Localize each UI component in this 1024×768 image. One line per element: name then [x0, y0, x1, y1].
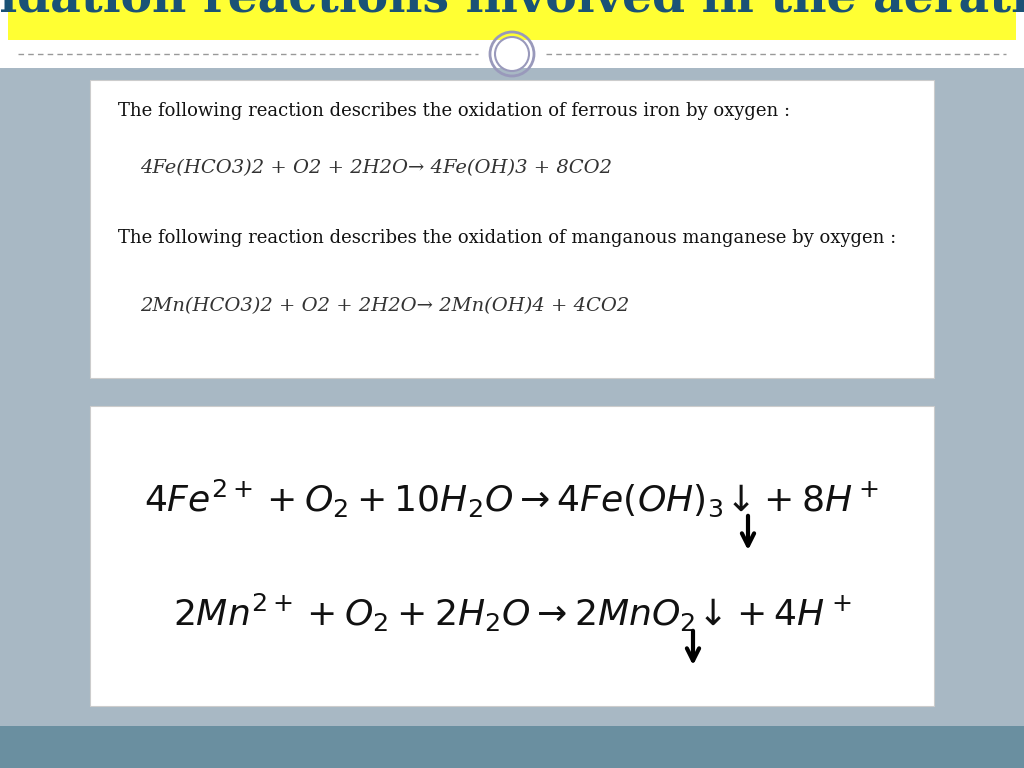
Text: Oxidation reactions involved in the aeration: Oxidation reactions involved in the aera… — [0, 0, 1024, 21]
Text: $2Mn^{2+}+O_2+2H_2O\rightarrow 2MnO_2\!\downarrow\!+4H^+$: $2Mn^{2+}+O_2+2H_2O\rightarrow 2MnO_2\!\… — [173, 592, 851, 634]
Bar — [0, 0, 1024, 48]
Bar — [0, 40, 1024, 68]
Bar — [0, 726, 1024, 768]
Text: The following reaction describes the oxidation of ferrous iron by oxygen :: The following reaction describes the oxi… — [118, 102, 791, 120]
Bar — [90, 406, 934, 706]
Text: 4Fe(HCO3)2 + O2 + 2H2O→ 4Fe(OH)3 + 8CO2: 4Fe(HCO3)2 + O2 + 2H2O→ 4Fe(OH)3 + 8CO2 — [140, 159, 612, 177]
Text: 2Mn(HCO3)2 + O2 + 2H2O→ 2Mn(OH)4 + 4CO2: 2Mn(HCO3)2 + O2 + 2H2O→ 2Mn(OH)4 + 4CO2 — [140, 297, 630, 315]
Text: $4Fe^{2+}+O_2+10H_2O\rightarrow 4Fe(OH)_3\!\downarrow\!+8H^+$: $4Fe^{2+}+O_2+10H_2O\rightarrow 4Fe(OH)_… — [144, 477, 880, 518]
Bar — [8, 0, 1016, 40]
Bar — [90, 80, 934, 378]
Text: The following reaction describes the oxidation of manganous manganese by oxygen : The following reaction describes the oxi… — [118, 229, 896, 247]
Circle shape — [495, 37, 529, 71]
